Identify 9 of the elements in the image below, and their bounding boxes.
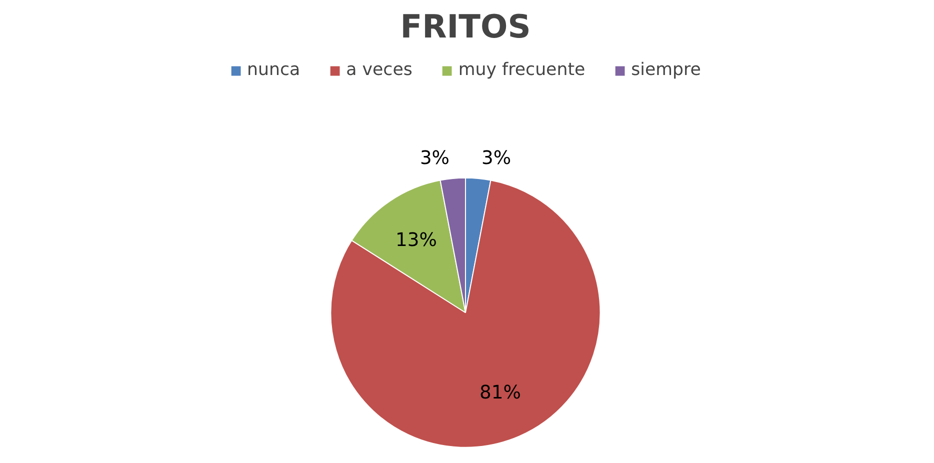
legend-label: a veces	[346, 60, 412, 80]
data-label: 3%	[420, 148, 450, 170]
legend-label: muy frecuente	[458, 60, 586, 80]
legend-label: siempre	[631, 60, 701, 80]
legend-label: nunca	[247, 60, 300, 80]
data-label: 3%	[481, 148, 512, 170]
data-label: 81%	[480, 382, 522, 404]
data-label: 13%	[396, 230, 437, 251]
chart-title: FRITOS	[400, 8, 531, 46]
